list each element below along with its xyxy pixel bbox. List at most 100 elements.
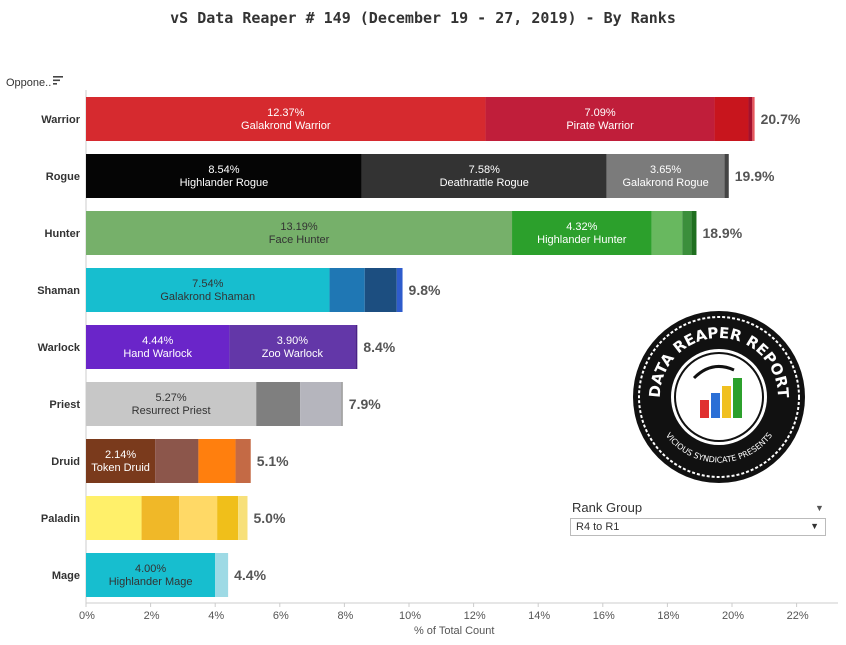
segment-archetype-label: Resurrect Priest bbox=[132, 405, 211, 417]
segment-value-label: 5.27% bbox=[156, 392, 187, 404]
x-tick-label: 10% bbox=[399, 610, 421, 622]
segment-value-label: 2.14% bbox=[105, 449, 136, 461]
segment-value-label: 7.09% bbox=[584, 107, 615, 119]
segment-value-label: 3.90% bbox=[277, 335, 308, 347]
segment-archetype-label: Highlander Rogue bbox=[180, 177, 269, 189]
bar-segment bbox=[485, 97, 715, 141]
x-tick-label: 16% bbox=[593, 610, 615, 622]
bar-segment bbox=[364, 268, 397, 312]
y-category-label: Mage bbox=[52, 570, 80, 582]
bar-segment bbox=[300, 382, 342, 426]
bar-segment bbox=[86, 382, 257, 426]
x-tick-label: 20% bbox=[722, 610, 744, 622]
bar-segment bbox=[229, 325, 356, 369]
bar-total-label: 4.4% bbox=[234, 567, 266, 583]
bar-segment bbox=[86, 211, 513, 255]
rank-group-value: R4 to R1 bbox=[576, 521, 620, 533]
bar-segment bbox=[217, 496, 239, 540]
bar-total-label: 19.9% bbox=[735, 168, 775, 184]
bar-total-label: 7.9% bbox=[349, 396, 381, 412]
opponent-filter-label[interactable]: Oppone.. bbox=[6, 77, 52, 89]
bar-total-label: 9.8% bbox=[409, 282, 441, 298]
chevron-down-icon: ▼ bbox=[810, 521, 819, 531]
x-tick-label: 14% bbox=[528, 610, 550, 622]
bar-segment bbox=[198, 439, 236, 483]
y-category-label: Paladin bbox=[41, 513, 80, 525]
bar-segment bbox=[179, 496, 218, 540]
bar-total-label: 20.7% bbox=[761, 111, 801, 127]
segment-value-label: 4.00% bbox=[135, 563, 166, 575]
segment-value-label: 7.58% bbox=[469, 164, 500, 176]
bar-segment bbox=[361, 154, 607, 198]
bar-segment bbox=[752, 97, 755, 141]
y-category-label: Druid bbox=[51, 456, 80, 468]
bar-segment bbox=[86, 154, 362, 198]
bar-segment bbox=[86, 325, 230, 369]
x-axis-title: % of Total Count bbox=[414, 625, 495, 637]
bar-segment bbox=[86, 97, 486, 141]
bar-segment bbox=[86, 553, 216, 597]
segment-archetype-label: Highlander Hunter bbox=[537, 234, 627, 246]
bar-total-label: 8.4% bbox=[363, 339, 395, 355]
bar-segment bbox=[651, 211, 683, 255]
bar-segment bbox=[215, 553, 229, 597]
bar-total-label: 18.9% bbox=[702, 225, 742, 241]
segment-archetype-label: Pirate Warrior bbox=[566, 120, 634, 132]
y-category-label: Warrior bbox=[41, 114, 80, 126]
segment-archetype-label: Hand Warlock bbox=[123, 348, 192, 360]
segment-value-label: 8.54% bbox=[208, 164, 239, 176]
x-tick-label: 18% bbox=[657, 610, 679, 622]
x-tick-label: 8% bbox=[337, 610, 353, 622]
rank-group-select[interactable]: R4 to R1 ▼ bbox=[570, 518, 826, 536]
x-tick-label: 12% bbox=[464, 610, 486, 622]
bar-segment bbox=[682, 211, 692, 255]
bar-segment bbox=[714, 97, 749, 141]
segment-archetype-label: Token Druid bbox=[91, 462, 150, 474]
sort-icon[interactable] bbox=[52, 74, 64, 86]
x-tick-label: 0% bbox=[79, 610, 95, 622]
segment-value-label: 12.37% bbox=[267, 107, 305, 119]
bar-segment bbox=[86, 496, 142, 540]
rank-group-menu-icon[interactable]: ▼ bbox=[815, 503, 824, 513]
segment-archetype-label: Zoo Warlock bbox=[262, 348, 324, 360]
data-reaper-logo: DATA REAPER REPORT VICIOUS SYNDICATE PRE… bbox=[630, 308, 808, 491]
segment-archetype-label: Face Hunter bbox=[269, 234, 330, 246]
bar-segment bbox=[235, 439, 251, 483]
bar-segment bbox=[256, 382, 301, 426]
x-tick-label: 6% bbox=[273, 610, 289, 622]
segment-archetype-label: Galakrond Shaman bbox=[160, 291, 255, 303]
bar-segment bbox=[86, 439, 156, 483]
segment-archetype-label: Highlander Mage bbox=[109, 576, 193, 588]
bar-segment bbox=[238, 496, 248, 540]
bar-segment bbox=[396, 268, 403, 312]
bar-segment bbox=[691, 211, 697, 255]
bar-segment bbox=[606, 154, 725, 198]
x-tick-label: 22% bbox=[787, 610, 809, 622]
x-tick-label: 2% bbox=[144, 610, 160, 622]
bar-segment bbox=[141, 496, 180, 540]
y-category-label: Priest bbox=[49, 399, 80, 411]
chart-title: vS Data Reaper # 149 (December 19 - 27, … bbox=[170, 9, 676, 27]
bar-segment bbox=[341, 382, 343, 426]
bar-segment bbox=[724, 154, 729, 198]
bar-segment bbox=[748, 97, 753, 141]
bar-segment bbox=[512, 211, 652, 255]
bar-total-label: 5.0% bbox=[254, 510, 286, 526]
rank-group-label: Rank Group bbox=[572, 500, 643, 515]
bar-total-label: 5.1% bbox=[257, 453, 289, 469]
segment-value-label: 4.32% bbox=[566, 221, 597, 233]
y-category-label: Warlock bbox=[38, 342, 81, 354]
segment-value-label: 4.44% bbox=[142, 335, 173, 347]
y-category-label: Hunter bbox=[45, 228, 81, 240]
y-category-label: Rogue bbox=[46, 171, 80, 183]
y-category-label: Shaman bbox=[37, 285, 80, 297]
bar-segment bbox=[86, 268, 330, 312]
segment-value-label: 3.65% bbox=[650, 164, 681, 176]
bar-segment bbox=[355, 325, 358, 369]
bar-segment bbox=[155, 439, 199, 483]
segment-archetype-label: Galakrond Warrior bbox=[241, 120, 331, 132]
segment-value-label: 13.19% bbox=[280, 221, 318, 233]
segment-value-label: 7.54% bbox=[192, 278, 223, 290]
bar-segment bbox=[329, 268, 365, 312]
